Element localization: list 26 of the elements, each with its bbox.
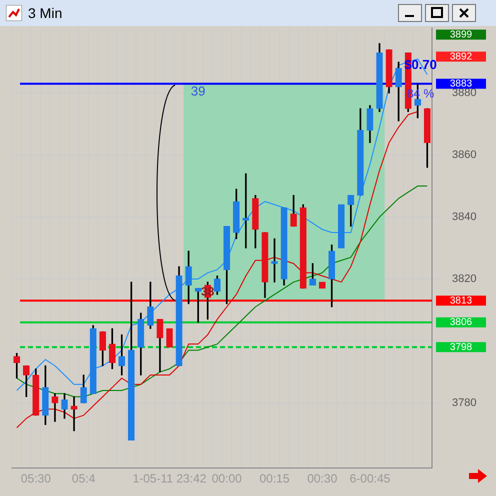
y-tick-label: 3860 [452, 149, 476, 162]
ref-line-label: 3806 [450, 317, 473, 328]
x-tick-label: 1-05-11 23:42 [132, 472, 207, 486]
candlestick [70, 396, 78, 432]
candlestick [271, 238, 278, 282]
annotation: 38 [201, 284, 215, 298]
y-tick-label: 3840 [452, 211, 476, 224]
text: 3899 [450, 29, 473, 40]
x-tick-label: 05:4 [72, 472, 96, 486]
ref-line-label: 3798 [450, 342, 473, 353]
candlestick [338, 204, 345, 248]
candlestick [166, 328, 173, 348]
annotation: 39 [190, 83, 206, 98]
x-tick-label: 6-00:45 [350, 472, 391, 486]
x-tick-label: 00:00 [212, 472, 242, 486]
chart-title: 3 Min [28, 5, 62, 21]
x-tick-label: 05:30 [20, 472, 52, 486]
text: 3892 [450, 51, 473, 62]
ref-line-label: 3883 [450, 78, 473, 90]
y-tick-label: 3880 [452, 87, 476, 100]
y-tick-label: 3780 [452, 396, 476, 409]
x-tick-label: 00:30 [307, 472, 338, 486]
candlestick [52, 393, 58, 422]
ref-line-label: 3813 [450, 295, 473, 306]
x-tick-label: 00:15 [259, 472, 290, 486]
y-tick-label: 3820 [452, 273, 476, 286]
